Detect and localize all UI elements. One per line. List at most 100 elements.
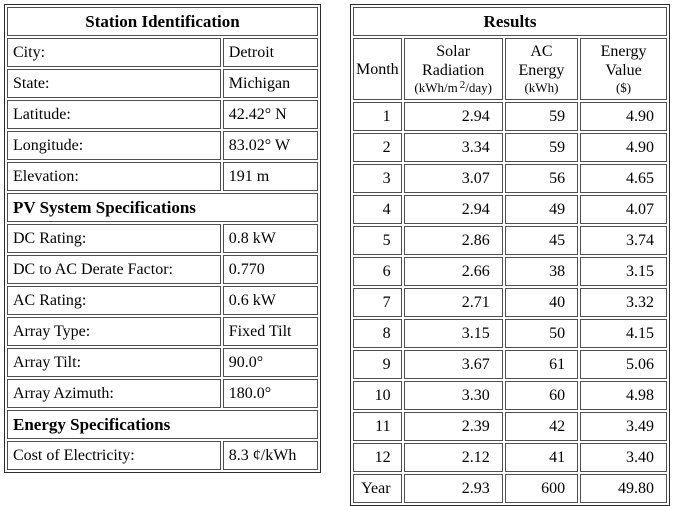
month-cell: 8 (353, 319, 402, 348)
solar-cell: 2.94 (403, 102, 503, 131)
solar-cell: 2.12 (403, 443, 503, 472)
value-cell: 4.90 (580, 133, 667, 162)
solar-cell: 3.15 (403, 319, 503, 348)
value-cell: 3.40 (580, 443, 667, 472)
value-cell: 4.98 (580, 381, 667, 410)
spec-value-longitude: 83.02° W (222, 131, 318, 160)
spec-label-array-type: Array Type: (7, 317, 221, 346)
spec-value-state: Michigan (222, 69, 318, 98)
spec-row: Latitude: 42.42° N (7, 100, 318, 129)
results-row: 5 2.86 45 3.74 (353, 226, 667, 255)
month-cell: 6 (353, 257, 402, 286)
month-cell: 11 (353, 412, 402, 441)
table-title-row: Results (353, 7, 667, 36)
spec-label-cost-of-electricity: Cost of Electricity: (7, 441, 221, 470)
month-cell: 12 (353, 443, 402, 472)
spec-row: City: Detroit (7, 38, 318, 67)
year-row: Year 2.93 600 49.80 (353, 474, 667, 503)
value-cell: 3.74 (580, 226, 667, 255)
ac-cell: 61 (504, 350, 579, 379)
month-cell: 10 (353, 381, 402, 410)
month-cell: 7 (353, 288, 402, 317)
spec-label-ac-rating: AC Rating: (7, 286, 221, 315)
solar-cell: 2.71 (403, 288, 503, 317)
ac-cell: 40 (504, 288, 579, 317)
col-header-line: Radiation (422, 62, 485, 79)
col-header-line: Value (605, 62, 642, 79)
superscript-two: 2 (459, 79, 466, 91)
spec-value-elevation: 191 m (222, 162, 318, 191)
spec-row: Array Azimuth: 180.0° (7, 379, 318, 408)
spec-value-cost-of-electricity: 8.3 ¢/kWh (222, 441, 318, 470)
value-cell: 4.07 (580, 195, 667, 224)
spec-row: Elevation: 191 m (7, 162, 318, 191)
results-row: 2 3.34 59 4.90 (353, 133, 667, 162)
results-row: 9 3.67 61 5.06 (353, 350, 667, 379)
solar-cell: 3.30 (403, 381, 503, 410)
spec-label-city: City: (7, 38, 221, 67)
section-header-row: PV System Specifications (7, 193, 318, 222)
year-ac-cell: 600 (504, 474, 579, 503)
solar-cell: 2.66 (403, 257, 503, 286)
spec-row: AC Rating: 0.6 kW (7, 286, 318, 315)
col-header-line: Solar (436, 43, 471, 60)
spec-row: DC Rating: 0.8 kW (7, 224, 318, 253)
results-row: 10 3.30 60 4.98 (353, 381, 667, 410)
col-header-month: Month (353, 38, 402, 100)
ac-cell: 60 (504, 381, 579, 410)
spec-row: Array Type: Fixed Tilt (7, 317, 318, 346)
spec-value-latitude: 42.42° N (222, 100, 318, 129)
col-header-ac-energy: AC Energy (kWh) (504, 38, 579, 100)
results-row: 3 3.07 56 4.65 (353, 164, 667, 193)
value-cell: 4.90 (580, 102, 667, 131)
ac-cell: 50 (504, 319, 579, 348)
year-label-cell: Year (353, 474, 402, 503)
value-cell: 3.49 (580, 412, 667, 441)
col-header-line: Energy (518, 62, 565, 79)
value-cell: 3.32 (580, 288, 667, 317)
section-header-row: Energy Specifications (7, 410, 318, 439)
ac-cell: 49 (504, 195, 579, 224)
results-row: 1 2.94 59 4.90 (353, 102, 667, 131)
solar-cell: 2.94 (403, 195, 503, 224)
results-row: 4 2.94 49 4.07 (353, 195, 667, 224)
month-cell: 5 (353, 226, 402, 255)
spec-value-city: Detroit (222, 38, 318, 67)
results-table: Results Month Solar Radiation (kWh/m 2/da… (350, 4, 670, 506)
solar-cell: 3.07 (403, 164, 503, 193)
col-header-unit: (kWh) (524, 80, 559, 95)
station-specs-table: Station Identification City: Detroit Sta… (4, 4, 321, 473)
year-solar-cell: 2.93 (403, 474, 503, 503)
spec-label-latitude: Latitude: (7, 100, 221, 129)
spec-label-state: State: (7, 69, 221, 98)
spec-label-elevation: Elevation: (7, 162, 221, 191)
col-header-unit: (kWh/m 2/day) (414, 79, 492, 96)
spec-row: Longitude: 83.02° W (7, 131, 318, 160)
spec-label-derate-factor: DC to AC Derate Factor: (7, 255, 221, 284)
month-cell: 3 (353, 164, 402, 193)
results-title: Results (353, 7, 667, 36)
spec-value-dc-rating: 0.8 kW (222, 224, 318, 253)
col-header-solar-radiation: Solar Radiation (kWh/m 2/day) (403, 38, 503, 100)
station-identification-title: Station Identification (7, 7, 318, 36)
value-cell: 3.15 (580, 257, 667, 286)
results-row: 8 3.15 50 4.15 (353, 319, 667, 348)
results-row: 11 2.39 42 3.49 (353, 412, 667, 441)
col-header-line: Energy (600, 43, 647, 60)
solar-cell: 3.67 (403, 350, 503, 379)
pv-specs-section-header: PV System Specifications (7, 193, 318, 222)
value-cell: 4.65 (580, 164, 667, 193)
ac-cell: 42 (504, 412, 579, 441)
table-title-row: Station Identification (7, 7, 318, 36)
solar-cell: 3.34 (403, 133, 503, 162)
ac-cell: 56 (504, 164, 579, 193)
ac-cell: 59 (504, 102, 579, 131)
year-value-cell: 49.80 (580, 474, 667, 503)
results-header-row: Month Solar Radiation (kWh/m 2/day) AC En… (353, 38, 667, 100)
month-cell: 9 (353, 350, 402, 379)
ac-cell: 45 (504, 226, 579, 255)
value-cell: 4.15 (580, 319, 667, 348)
spec-value-derate-factor: 0.770 (222, 255, 318, 284)
month-cell: 1 (353, 102, 402, 131)
